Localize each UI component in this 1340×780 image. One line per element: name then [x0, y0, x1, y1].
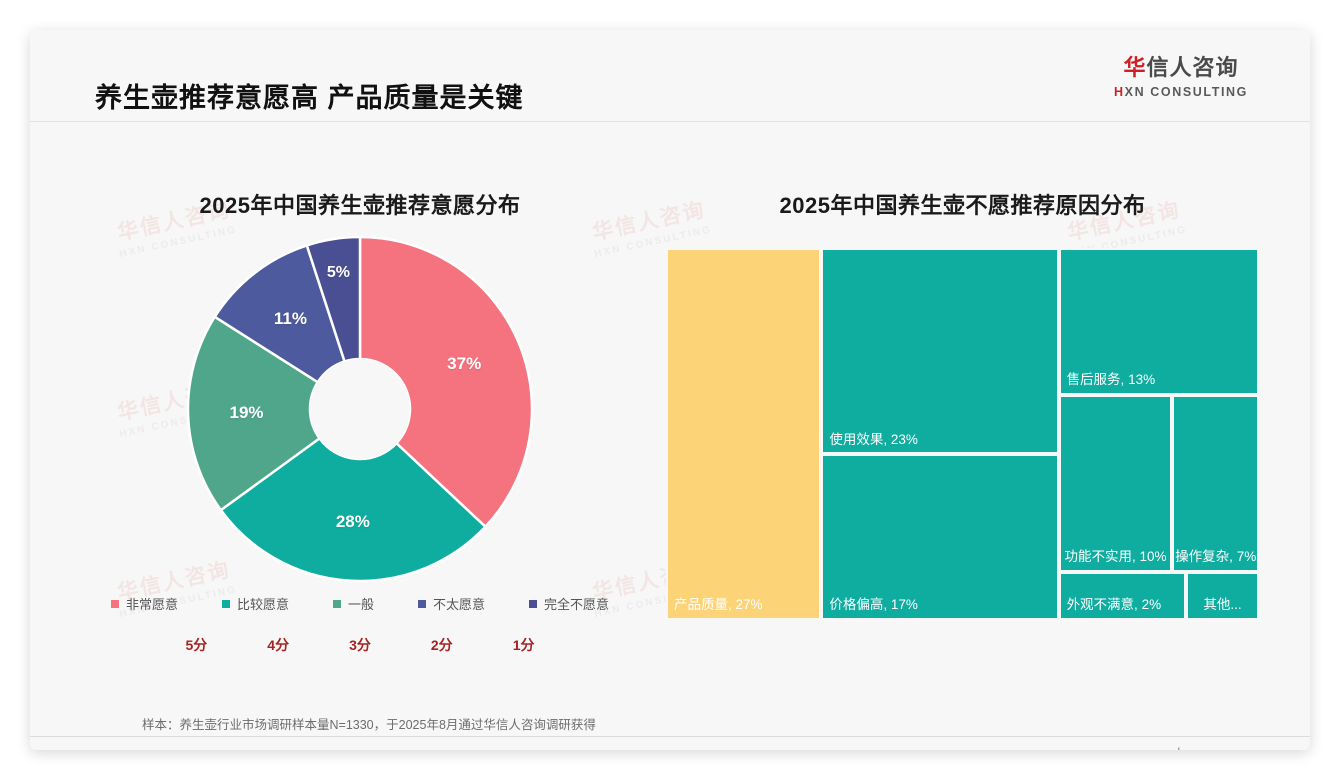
- sample-note: 样本：养生壶行业市场调研样本量N=1330，于2025年8月通过华信人咨询调研获…: [142, 718, 596, 732]
- score-label: 3分: [349, 637, 371, 653]
- donut-slice-label: 28%: [335, 512, 370, 532]
- logo-english: HXN CONSULTING: [1114, 85, 1248, 99]
- copyright-text: ©2025.10 HXR华信人咨询: [98, 746, 245, 750]
- treemap-cell[interactable]: 操作复杂, 7%: [1172, 394, 1259, 572]
- treemap-cell-label: 功能不实用, 10%: [1064, 548, 1167, 564]
- legend-swatch-icon: [332, 599, 341, 608]
- score-label: 1分: [512, 637, 535, 653]
- score-label: 4分: [267, 637, 290, 653]
- slide-header: 养生壶推荐意愿高 产品质量是关键 华信人咨询 HXN CONSULTING: [30, 30, 1310, 122]
- logo-chinese-accent: 华: [1123, 55, 1147, 80]
- treemap-cell-label: 使用效果, 23%: [829, 431, 918, 447]
- donut-chart-panel: 2025年中国养生壶推荐意愿分布 37% 28% 19% 11% 5% 非常愿意 比较愿意…: [70, 140, 650, 680]
- legend-item[interactable]: 一般: [332, 594, 374, 613]
- legend-label: 比较愿意: [236, 597, 289, 612]
- legend-item[interactable]: 非常愿意: [110, 594, 178, 613]
- donut-legend: 非常愿意 比较愿意 一般 不太愿意 完全不愿意: [70, 594, 650, 613]
- legend-swatch-icon: [529, 599, 538, 608]
- treemap-cell-label: 产品质量, 27%: [674, 597, 763, 613]
- donut-hole: [310, 359, 410, 459]
- donut-slice-label: 19%: [229, 402, 264, 422]
- donut-svg: [186, 235, 534, 583]
- treemap-cell[interactable]: 产品质量, 27%: [666, 248, 822, 620]
- slide-card: 养生壶推荐意愿高 产品质量是关键 华信人咨询 HXN CONSULTING 华信…: [30, 30, 1310, 750]
- legend-label: 一般: [347, 597, 374, 612]
- page-title: 养生壶推荐意愿高 产品质量是关键: [95, 83, 524, 113]
- treemap-chart-panel: 2025年中国养生壶不愿推荐原因分布 产品质量, 27% 使用效果, 23% 价格偏…: [655, 140, 1270, 680]
- treemap-cell-label: 外观不满意, 2%: [1066, 597, 1162, 613]
- footer-divider: [30, 736, 1310, 737]
- treemap-cell-label: 其他...: [1203, 597, 1242, 613]
- donut-slice-label: 11%: [273, 309, 307, 329]
- donut-chart-title: 2025年中国养生壶推荐意愿分布: [199, 193, 521, 218]
- treemap-cell[interactable]: 价格偏高, 17%: [821, 454, 1059, 620]
- legend-item[interactable]: 不太愿意: [418, 594, 485, 613]
- legend-swatch-icon: [110, 599, 119, 608]
- legend-item[interactable]: 比较愿意: [221, 594, 289, 613]
- treemap-cell[interactable]: 其他...: [1186, 571, 1259, 620]
- legend-label: 非常愿意: [125, 597, 178, 612]
- logo-chinese: 华信人咨询: [1114, 50, 1248, 82]
- website-text: www.hxrcon.com: [1148, 746, 1242, 750]
- treemap-cell[interactable]: 功能不实用, 10%: [1058, 394, 1173, 572]
- treemap-chart-area: 产品质量, 27% 使用效果, 23% 价格偏高, 17% 售后服务, 13% 功能不实…: [666, 248, 1259, 620]
- legend-swatch-icon: [418, 599, 426, 608]
- logo-english-accent: H: [1114, 85, 1125, 99]
- treemap-cell[interactable]: 使用效果, 23%: [821, 248, 1059, 455]
- legend-item[interactable]: 完全不愿意: [529, 594, 609, 613]
- legend-swatch-icon: [221, 599, 230, 608]
- treemap-cell[interactable]: 外观不满意, 2%: [1058, 571, 1187, 620]
- score-label: 2分: [430, 637, 453, 653]
- donut-slice-label: 37%: [447, 353, 482, 373]
- logo-chinese-rest: 信人咨询: [1146, 55, 1239, 80]
- donut-slice-label: 5%: [326, 264, 351, 282]
- logo-english-rest: XN CONSULTING: [1124, 85, 1248, 99]
- score-label: 5分: [185, 637, 208, 653]
- score-row: 5分 4分 3分 2分 1分: [70, 635, 650, 655]
- treemap-cell[interactable]: 售后服务, 13%: [1058, 248, 1259, 395]
- treemap-cell-label: 操作复杂, 7%: [1175, 548, 1257, 564]
- donut-chart-area: 37% 28% 19% 11% 5%: [70, 234, 650, 584]
- legend-label: 完全不愿意: [544, 597, 610, 612]
- brand-logo: 华信人咨询 HXN CONSULTING: [1114, 50, 1248, 99]
- treemap-cell-label: 价格偏高, 17%: [829, 597, 918, 613]
- treemap-cell-label: 售后服务, 13%: [1066, 372, 1156, 388]
- legend-label: 不太愿意: [433, 597, 486, 612]
- treemap-chart-title: 2025年中国养生壶不愿推荐原因分布: [779, 193, 1146, 218]
